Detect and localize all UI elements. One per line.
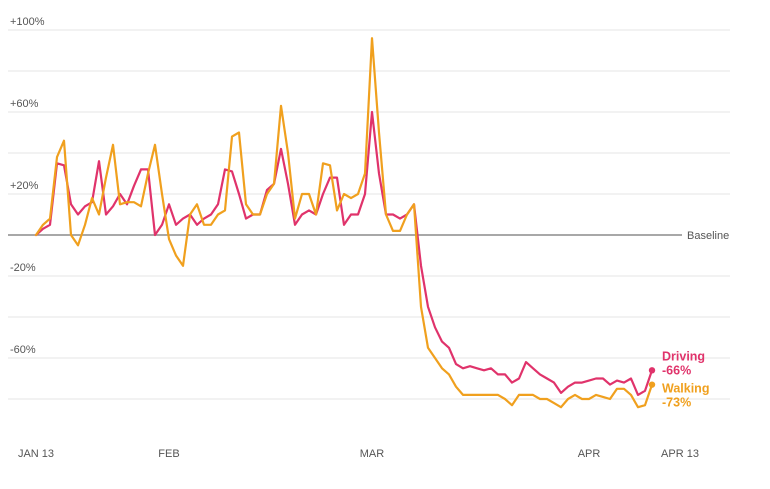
- series-value-label: -73%: [662, 396, 691, 410]
- y-axis-tick-labels: +100% +60% +20% -20% -60%: [10, 16, 45, 356]
- series-name-label: Walking: [662, 382, 709, 396]
- y-tick-label: +20%: [10, 180, 39, 192]
- baseline-layer: Baseline: [8, 230, 729, 242]
- series-value-label: -66%: [662, 363, 691, 377]
- x-tick-label: FEB: [158, 448, 179, 460]
- y-tick-label: +60%: [10, 98, 39, 110]
- x-tick-label: JAN 13: [18, 448, 54, 460]
- y-tick-label: +100%: [10, 16, 45, 28]
- y-tick-label: -60%: [10, 344, 36, 356]
- y-tick-label: -20%: [10, 262, 36, 274]
- x-axis-tick-labels: JAN 13 FEB MAR APR APR 13: [18, 448, 699, 460]
- grid-lines: [8, 29, 730, 400]
- series-line-walking: [34, 37, 654, 409]
- series-line-driving: [34, 110, 654, 396]
- series-name-label: Driving: [662, 349, 705, 363]
- series-end-marker-driving: [648, 367, 656, 374]
- series-end-marker-walking: [648, 381, 656, 388]
- x-tick-label: APR: [578, 448, 601, 460]
- baseline-label: Baseline: [687, 230, 729, 242]
- series-end-labels: Driving-66% Walking-73%: [662, 349, 709, 409]
- series-layer: [34, 37, 656, 409]
- x-tick-label: APR 13: [661, 448, 699, 460]
- x-tick-label: MAR: [360, 448, 385, 460]
